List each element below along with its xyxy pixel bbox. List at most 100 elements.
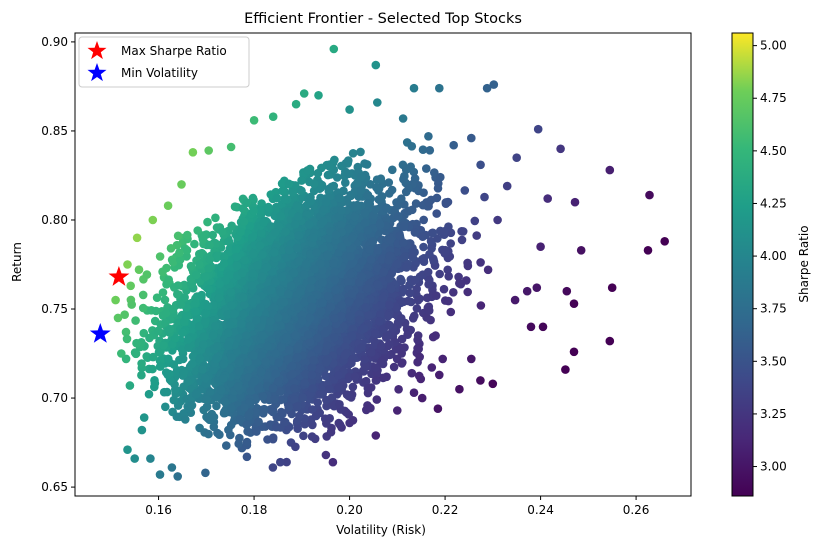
portfolio-point — [184, 343, 193, 353]
portfolio-point — [480, 192, 489, 202]
portfolio-point — [300, 378, 310, 387]
portfolio-point — [334, 249, 343, 258]
portfolio-point — [211, 213, 220, 223]
portfolio-point — [245, 221, 255, 231]
portfolio-point — [463, 287, 473, 297]
portfolio-point — [195, 260, 204, 270]
portfolio-point — [372, 395, 382, 404]
portfolio-point — [419, 215, 429, 225]
portfolio-point — [427, 363, 437, 372]
portfolio-point — [158, 288, 168, 297]
portfolio-point — [415, 352, 425, 362]
portfolio-point — [138, 290, 148, 300]
portfolio-point — [254, 417, 263, 427]
portfolio-point — [323, 170, 333, 180]
portfolio-point — [310, 179, 319, 189]
portfolio-point — [341, 178, 350, 187]
portfolio-point — [122, 334, 132, 344]
portfolio-point — [179, 368, 188, 377]
portfolio-point — [435, 269, 445, 279]
chart-title: Efficient Frontier - Selected Top Stocks — [244, 11, 522, 27]
portfolio-point — [220, 397, 229, 406]
portfolio-point — [387, 185, 397, 195]
portfolio-point — [308, 405, 317, 414]
portfolio-point — [397, 334, 407, 344]
portfolio-point — [236, 415, 246, 425]
portfolio-point — [197, 290, 206, 300]
portfolio-point — [142, 352, 151, 361]
portfolio-point — [178, 354, 188, 364]
portfolio-point — [446, 307, 456, 317]
portfolio-point — [400, 343, 409, 352]
portfolio-point — [198, 365, 207, 374]
portfolio-point — [378, 373, 388, 383]
portfolio-point — [246, 386, 256, 396]
portfolio-point — [173, 289, 182, 299]
portfolio-point — [120, 310, 129, 320]
portfolio-point — [403, 296, 413, 306]
portfolio-point — [397, 276, 406, 286]
portfolio-point — [213, 251, 222, 261]
portfolio-point — [171, 333, 180, 343]
portfolio-point — [173, 231, 183, 241]
portfolio-point — [148, 364, 157, 374]
portfolio-point — [301, 369, 310, 379]
portfolio-point — [412, 304, 422, 313]
portfolio-point — [384, 178, 394, 187]
portfolio-point — [204, 284, 213, 294]
portfolio-point — [418, 232, 428, 241]
portfolio-point — [356, 172, 366, 182]
portfolio-point — [314, 364, 323, 374]
portfolio-point — [245, 397, 254, 407]
portfolio-point — [151, 306, 161, 316]
portfolio-point — [168, 304, 178, 314]
portfolio-point — [208, 230, 217, 240]
portfolio-point — [422, 164, 431, 173]
portfolio-point — [280, 417, 290, 427]
portfolio-point — [259, 404, 269, 414]
portfolio-point — [121, 327, 131, 337]
portfolio-point — [144, 389, 154, 399]
portfolio-point — [332, 173, 342, 182]
portfolio-point — [321, 450, 331, 460]
portfolio-point — [266, 222, 276, 231]
portfolio-point — [362, 160, 372, 169]
portfolio-point — [413, 331, 423, 340]
portfolio-point — [212, 401, 221, 411]
portfolio-point — [439, 284, 449, 294]
portfolio-point — [168, 257, 178, 267]
portfolio-point — [291, 442, 300, 452]
portfolio-point — [422, 313, 431, 322]
portfolio-point — [275, 387, 285, 397]
portfolio-point — [178, 328, 187, 337]
portfolio-point — [242, 420, 251, 430]
portfolio-point — [371, 376, 381, 385]
portfolio-point — [356, 147, 365, 157]
portfolio-point — [228, 393, 237, 403]
portfolio-point — [161, 402, 170, 412]
scatter-points — [111, 44, 669, 481]
portfolio-point — [155, 252, 165, 261]
portfolio-point — [457, 235, 467, 245]
portfolio-point — [430, 168, 439, 177]
portfolio-point — [361, 376, 371, 386]
portfolio-point — [407, 142, 417, 151]
portfolio-point — [162, 308, 171, 318]
portfolio-point — [352, 178, 362, 188]
portfolio-point — [510, 295, 520, 305]
portfolio-point — [444, 272, 454, 281]
portfolio-point — [284, 179, 294, 189]
portfolio-point — [159, 387, 169, 397]
portfolio-point — [476, 376, 485, 385]
portfolio-point — [199, 405, 208, 415]
portfolio-point — [446, 239, 456, 248]
portfolio-point — [297, 176, 306, 185]
portfolio-point — [394, 385, 403, 394]
portfolio-point — [234, 439, 243, 449]
portfolio-point — [383, 311, 393, 321]
portfolio-point — [440, 227, 449, 236]
portfolio-point — [277, 260, 287, 269]
portfolio-point — [433, 234, 442, 243]
portfolio-point — [348, 382, 358, 392]
